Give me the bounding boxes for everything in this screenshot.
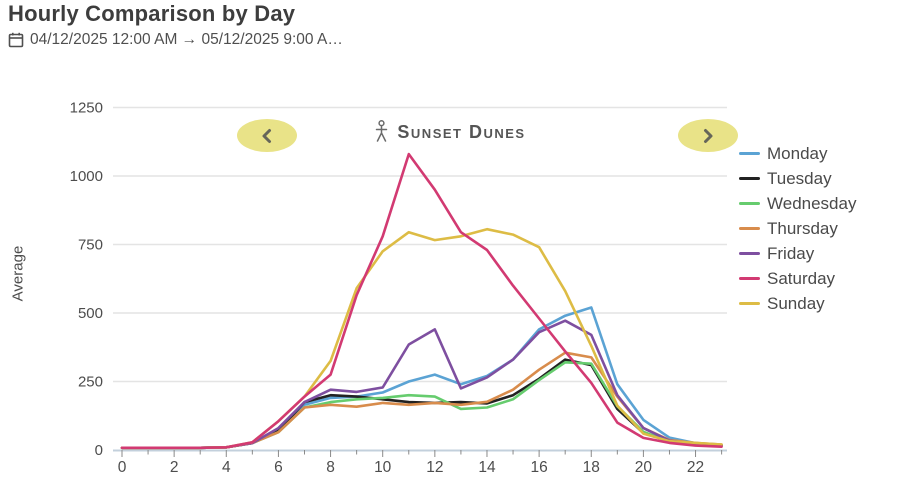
legend: Monday Tuesday Wednesday Thursday Friday Satu…: [739, 141, 899, 316]
legend-swatch: [739, 251, 760, 256]
prev-site-button[interactable]: [237, 119, 297, 152]
x-tick-label: 2: [170, 459, 179, 476]
legend-item-tuesday[interactable]: Tuesday: [739, 166, 899, 191]
y-tick-label: 750: [78, 237, 103, 254]
site-name: Sunset Dunes: [397, 121, 526, 142]
x-tick-label: 8: [326, 459, 335, 476]
x-tick-label: 18: [583, 459, 600, 476]
legend-swatch: [739, 276, 760, 281]
legend-label: Monday: [767, 143, 828, 163]
legend-item-monday[interactable]: Monday: [739, 141, 899, 166]
y-tick-label: 1250: [70, 100, 103, 117]
chart-series-line-monday: [120, 306, 723, 450]
legend-label: Friday: [767, 243, 815, 263]
legend-swatch: [739, 301, 760, 306]
x-tick-label: 20: [635, 459, 653, 476]
calendar-icon: [8, 32, 24, 48]
legend-label: Saturday: [767, 268, 836, 288]
legend-swatch: [739, 176, 760, 181]
person-icon: [376, 120, 388, 142]
legend-swatch: [739, 201, 760, 206]
legend-label: Wednesday: [767, 193, 857, 213]
x-tick-label: 22: [687, 459, 704, 476]
legend-label: Sunday: [767, 293, 825, 313]
legend-item-sunday[interactable]: Sunday: [739, 291, 899, 316]
chevron-left-icon: [262, 128, 271, 143]
x-tick-label: 16: [530, 459, 547, 476]
legend-item-thursday[interactable]: Thursday: [739, 216, 899, 241]
x-tick-label: 0: [118, 459, 127, 476]
legend-label: Tuesday: [767, 168, 832, 188]
legend-label: Thursday: [767, 218, 838, 238]
site-label[interactable]: Sunset Dunes: [300, 120, 600, 144]
next-site-button[interactable]: [678, 119, 738, 152]
chart-series-line-saturday: [120, 152, 723, 450]
y-tick-label: 250: [78, 374, 103, 391]
x-tick-label: 6: [274, 459, 283, 476]
y-tick-label: 1000: [70, 168, 103, 185]
x-tick-label: 10: [374, 459, 392, 476]
x-tick-label: 12: [426, 459, 443, 476]
legend-item-saturday[interactable]: Saturday: [739, 266, 899, 291]
legend-swatch: [739, 226, 760, 231]
y-tick-label: 500: [78, 305, 103, 322]
x-tick-label: 4: [222, 459, 231, 476]
chart-series-line-friday: [120, 319, 723, 450]
chart-series-line-thursday: [120, 351, 723, 450]
site-nav: Sunset Dunes: [0, 58, 900, 152]
page-title: Hourly Comparison by Day: [8, 1, 296, 26]
legend-item-friday[interactable]: Friday: [739, 241, 899, 266]
chevron-right-icon: [704, 128, 713, 143]
date-range-text: 04/12/2025 12:00 AM → 05/12/2025 9:00 A…: [30, 31, 343, 48]
x-tick-label: 14: [478, 459, 496, 476]
date-range-control[interactable]: 04/12/2025 12:00 AM → 05/12/2025 9:00 A…: [8, 31, 343, 49]
y-tick-label: 0: [95, 442, 103, 459]
legend-item-wednesday[interactable]: Wednesday: [739, 191, 899, 216]
legend-swatch: [739, 151, 760, 156]
